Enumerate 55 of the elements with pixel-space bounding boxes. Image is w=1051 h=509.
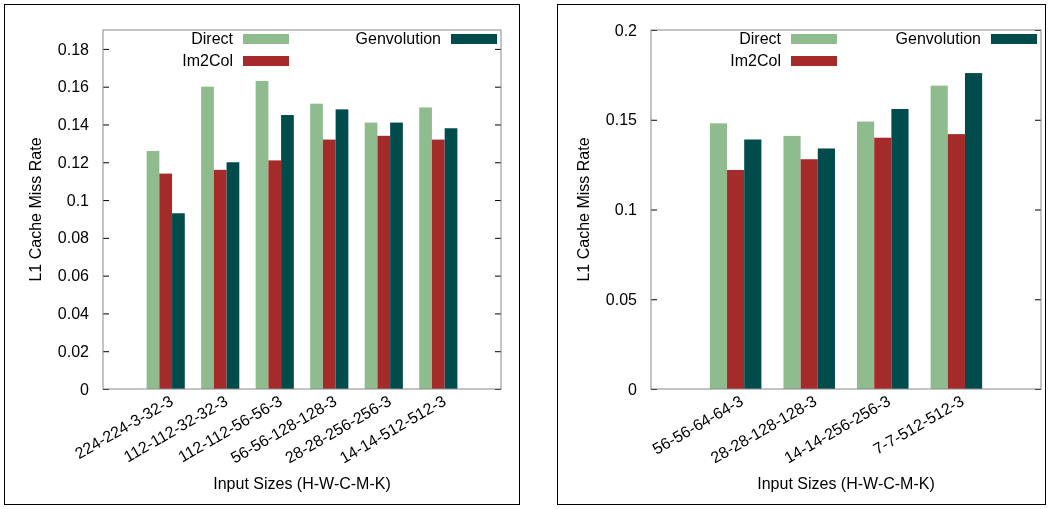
bar [709,123,728,389]
bar [146,150,160,389]
bar [172,213,185,389]
legend-label: Genvolution [895,30,981,47]
y-tick-label: 0.18 [57,40,90,58]
bar [444,128,458,389]
y-tick-label: 0.08 [57,229,90,247]
bar [201,86,214,389]
bar [364,122,378,389]
bar [800,159,818,389]
bar [947,134,965,389]
y-tick-label: 0.12 [57,153,90,171]
bar [213,169,227,389]
bar [727,170,745,389]
y-tick-label: 0.06 [57,267,90,285]
bar [891,108,909,389]
y-tick-label: 0.1 [66,191,90,209]
bar [390,122,403,389]
x-axis-title: Input Sizes (H-W-C-M-K) [213,475,391,492]
y-axis-title: L1 Cache Miss Rate [575,137,592,282]
legend-label: Im2Col [730,52,781,69]
y-tick-label: 0.2 [614,21,638,39]
bar [281,115,294,389]
legend-label: Direct [191,30,234,47]
bar [377,135,391,389]
y-tick-label: 0.16 [57,78,90,96]
bar [783,135,801,389]
y-tick-label: 0 [628,380,638,398]
bar [744,139,762,389]
bar [159,173,173,389]
bar [226,162,240,389]
y-tick-label: 0.14 [57,116,90,134]
bar [322,139,336,389]
bar [817,148,835,389]
bar [431,139,445,389]
bar [964,73,983,389]
legend-label: Im2Col [182,52,233,69]
bar [857,121,875,389]
bar [419,107,432,389]
y-tick-label: 0 [80,380,90,398]
y-tick-label: 0.1 [614,201,638,219]
x-axis-title: Input Sizes (H-W-C-M-K) [757,475,935,492]
bar [268,160,282,389]
y-axis-title: L1 Cache Miss Rate [27,137,44,282]
bar [874,137,892,389]
y-tick-label: 0.02 [57,342,90,360]
bar [930,85,948,389]
y-tick-label: 0.15 [605,111,638,129]
y-tick-label: 0.05 [605,290,638,308]
bar [310,103,323,389]
bar [255,81,269,389]
legend-label: Direct [739,30,782,47]
y-tick-label: 0.04 [57,305,90,323]
bar [335,109,349,389]
legend-label: Genvolution [355,30,441,47]
